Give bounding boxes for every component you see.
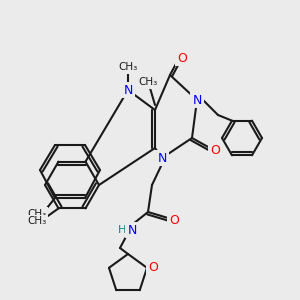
Text: H: H [118,225,126,235]
Text: CH₃: CH₃ [138,77,158,87]
Text: N: N [123,83,133,97]
Text: O: O [177,52,187,64]
Text: CH₃: CH₃ [118,62,138,72]
Text: CH₃: CH₃ [27,209,46,219]
Text: O: O [210,143,220,157]
Text: N: N [127,224,137,236]
Text: O: O [148,261,158,274]
Text: CH₃: CH₃ [27,216,46,226]
Text: N: N [192,94,202,106]
Text: O: O [169,214,179,226]
Text: N: N [157,152,167,164]
